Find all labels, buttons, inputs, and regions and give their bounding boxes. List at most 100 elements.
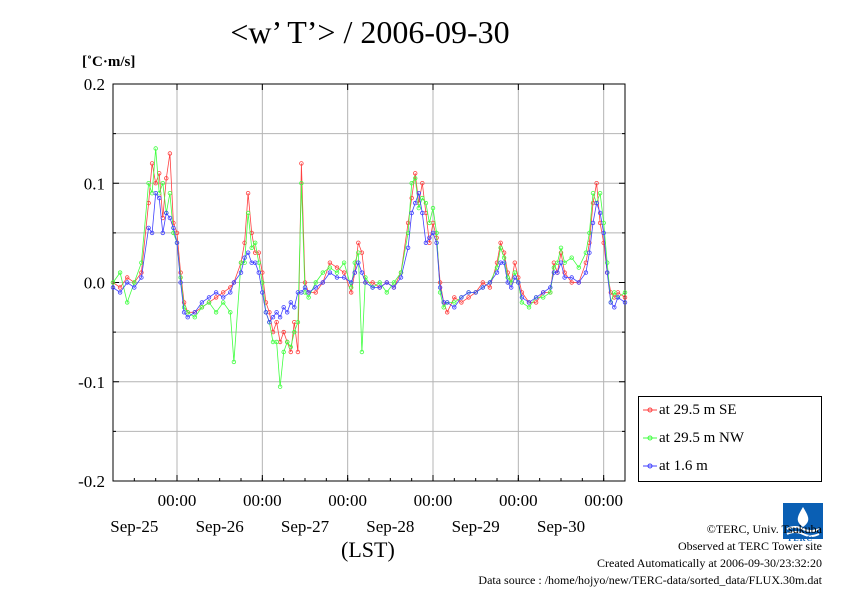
data-point-1: [359, 349, 365, 355]
data-point-1: [597, 190, 603, 196]
data-point-2: [597, 210, 603, 216]
data-point-2: [398, 275, 404, 280]
data-point-1: [437, 290, 443, 295]
data-point-0: [281, 329, 286, 335]
data-point-0: [349, 290, 354, 295]
data-point-2: [430, 230, 436, 236]
data-point-2: [363, 280, 368, 285]
footer-source: Data source : /home/hojyo/new/TERC-data/…: [478, 573, 822, 587]
data-point-2: [149, 230, 155, 236]
data-point-0: [562, 270, 567, 275]
data-point-2: [359, 270, 365, 275]
data-point-0: [445, 310, 450, 315]
data-point-0: [594, 180, 599, 186]
data-point-2: [466, 290, 471, 295]
data-point-0: [149, 161, 155, 166]
data-point-2: [341, 275, 347, 280]
data-point-1: [252, 240, 258, 245]
data-point-2: [263, 310, 269, 315]
data-point-2: [181, 310, 187, 315]
data-point-1: [288, 344, 293, 350]
data-point-1: [167, 190, 173, 196]
data-point-2: [231, 280, 237, 285]
data-point-1: [548, 290, 553, 295]
data-point-1: [295, 320, 301, 325]
data-point-2: [238, 270, 244, 275]
data-point-0: [512, 260, 517, 265]
data-point-1: [590, 190, 596, 196]
data-point-2: [167, 215, 173, 221]
terc-logo: [783, 503, 823, 539]
data-point-2: [445, 300, 450, 305]
data-point-0: [274, 320, 279, 325]
data-point-1: [206, 300, 212, 305]
data-point-1: [441, 305, 446, 310]
data-point-1: [245, 210, 251, 216]
data-point-2: [437, 285, 443, 290]
x-time-label: 00:00: [243, 491, 282, 510]
data-point-0: [299, 161, 304, 166]
data-point-2: [156, 195, 162, 201]
data-point-1: [281, 349, 286, 355]
data-point-2: [185, 315, 190, 320]
data-point-2: [413, 200, 418, 206]
data-point-0: [245, 190, 251, 196]
data-point-2: [160, 230, 165, 236]
x-date-label: Sep-26: [196, 517, 244, 536]
data-point-2: [612, 305, 617, 310]
data-point-2: [153, 190, 158, 196]
data-point-1: [349, 285, 354, 290]
data-point-0: [459, 300, 464, 305]
legend-item-nw: at 29.5 m NW: [643, 428, 744, 448]
series-line-0: [112, 153, 626, 353]
data-point-0: [405, 220, 411, 226]
data-point-2: [427, 235, 432, 240]
data-point-0: [341, 270, 347, 275]
data-point-1: [220, 300, 226, 305]
data-point-2: [260, 290, 265, 295]
data-point-2: [391, 285, 397, 290]
data-point-2: [501, 260, 507, 265]
data-point-1: [409, 180, 414, 186]
data-point-0: [480, 280, 485, 285]
data-point-2: [242, 255, 247, 260]
legend-label-se: at 29.5 m SE: [659, 401, 737, 418]
data-point-1: [452, 300, 457, 305]
data-point-2: [505, 280, 510, 285]
data-point-0: [466, 295, 471, 300]
y-tick-label: -0.1: [78, 373, 105, 392]
data-point-2: [252, 260, 258, 265]
data-point-0: [533, 300, 539, 305]
data-point-1: [519, 300, 525, 305]
data-point-2: [228, 290, 233, 295]
data-point-1: [605, 260, 610, 265]
data-point-2: [562, 275, 567, 280]
chart-title: <w’ T’> / 2006-09-30: [230, 14, 510, 50]
data-point-2: [594, 200, 599, 206]
data-point-2: [601, 230, 606, 236]
data-point-2: [480, 285, 485, 290]
legend-label-ground: at 1.6 m: [659, 457, 708, 474]
data-point-1: [110, 280, 116, 285]
data-point-0: [558, 250, 564, 255]
data-point-2: [452, 305, 457, 310]
data-point-2: [334, 275, 340, 280]
data-point-2: [256, 270, 261, 275]
data-point-0: [420, 180, 425, 186]
data-point-1: [377, 280, 382, 285]
data-point-2: [459, 295, 464, 300]
data-point-2: [555, 270, 560, 275]
logo-text: TERC: [787, 534, 814, 543]
data-point-2: [124, 280, 130, 285]
data-point-1: [526, 305, 532, 310]
data-point-0: [413, 171, 418, 176]
data-point-0: [295, 349, 301, 355]
data-point-1: [231, 359, 237, 365]
data-point-2: [288, 300, 293, 305]
data-point-1: [124, 300, 130, 305]
data-point-2: [622, 300, 628, 305]
data-point-1: [132, 280, 137, 285]
data-point-2: [434, 240, 439, 245]
data-point-1: [313, 280, 318, 285]
data-point-0: [124, 275, 130, 280]
